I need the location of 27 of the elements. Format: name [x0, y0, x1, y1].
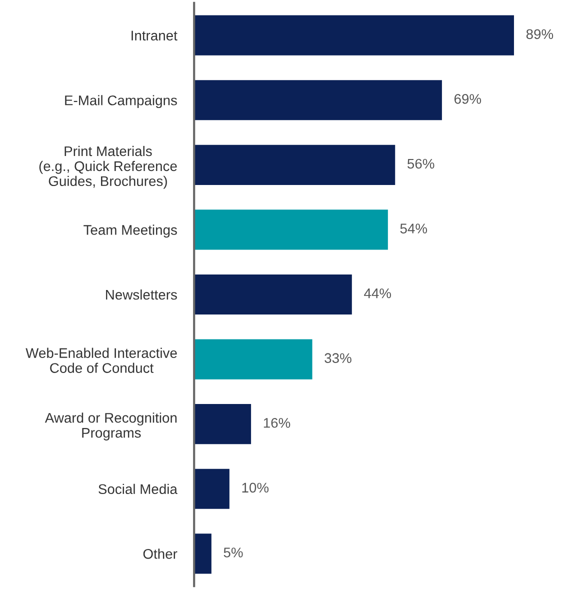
bar — [194, 143, 397, 186]
y-tick-label: Newsletters — [106, 289, 177, 300]
bar — [194, 208, 390, 252]
y-tick-label: Print Materials (e.g., Quick Reference Guides, Brochures) — [39, 146, 177, 189]
data-label: 10% — [242, 482, 269, 493]
data-label: 16% — [264, 418, 290, 428]
data-label: 69% — [454, 94, 482, 104]
data-label: 89% — [526, 29, 554, 40]
bar — [194, 532, 213, 576]
y-tick-label: Web-Enabled Interactive Code of Conduct — [26, 348, 177, 373]
y-tick-label: Intranet — [132, 30, 178, 41]
data-label: 44% — [364, 288, 392, 298]
data-label: 5% — [224, 548, 243, 558]
y-tick-label: Team Meetings — [84, 224, 177, 238]
bar — [194, 338, 314, 381]
bar — [194, 467, 231, 510]
bar — [194, 78, 444, 122]
bar — [194, 402, 252, 446]
data-label: 54% — [400, 224, 428, 234]
bar — [194, 14, 516, 57]
y-tick-label: Award or Recognition Programs — [44, 412, 177, 440]
y-tick-label: Other — [143, 548, 178, 559]
bar — [194, 273, 354, 316]
y-tick-label: E-Mail Campaigns — [65, 95, 177, 108]
data-label: 33% — [324, 353, 352, 364]
y-tick-label: Social Media — [98, 484, 178, 494]
data-label: 56% — [407, 158, 434, 169]
